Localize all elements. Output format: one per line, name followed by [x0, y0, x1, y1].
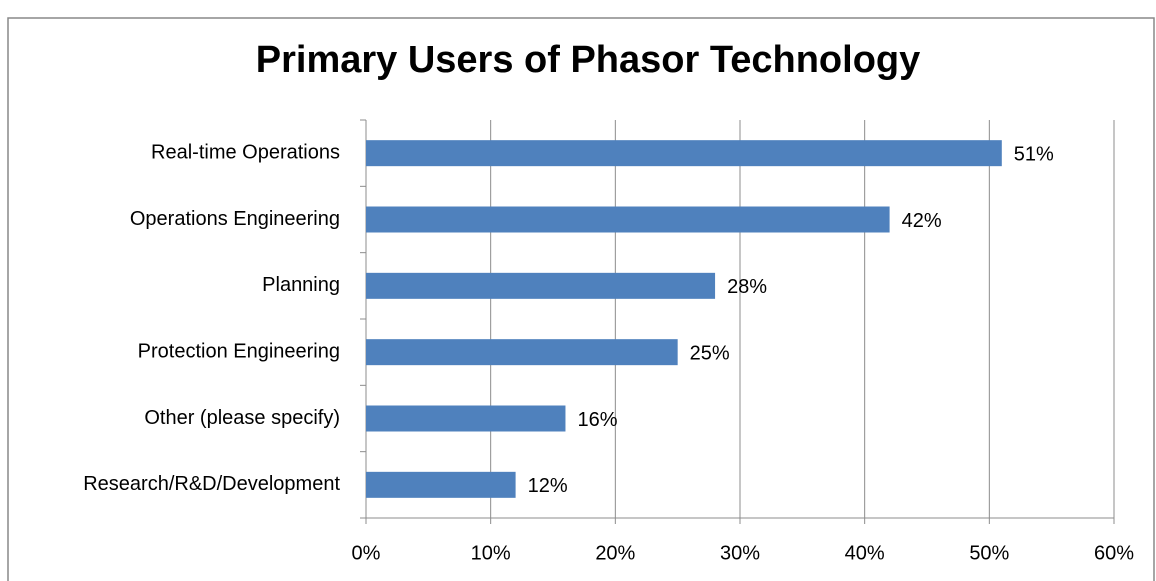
bar [366, 206, 890, 233]
data-label: 12% [528, 475, 568, 497]
x-tick-label: 30% [720, 542, 760, 564]
y-tick-label: Research/R&D/Development [83, 473, 340, 495]
data-label: 51% [1014, 143, 1054, 165]
chart-frame [7, 17, 1155, 581]
bar [366, 140, 1002, 167]
x-tick-label: 40% [845, 542, 885, 564]
bar [366, 405, 566, 432]
chart-title: Primary Users of Phasor Technology [256, 39, 921, 81]
bar [366, 272, 716, 299]
bar [366, 471, 516, 498]
y-tick-label: Operations Engineering [130, 208, 340, 230]
data-label: 28% [727, 276, 767, 298]
data-label: 16% [577, 409, 617, 431]
y-tick-label: Other (please specify) [144, 407, 340, 429]
bar [366, 339, 678, 366]
x-tick-label: 50% [969, 542, 1009, 564]
x-tick-label: 0% [352, 542, 381, 564]
y-tick-label: Real-time Operations [151, 141, 340, 163]
y-tick-label: Planning [262, 274, 340, 296]
x-tick-label: 60% [1094, 542, 1134, 564]
x-tick-label: 20% [595, 542, 635, 564]
y-tick-label: Protection Engineering [138, 340, 340, 362]
data-label: 25% [690, 342, 730, 364]
data-label: 42% [902, 210, 942, 232]
x-tick-label: 10% [471, 542, 511, 564]
